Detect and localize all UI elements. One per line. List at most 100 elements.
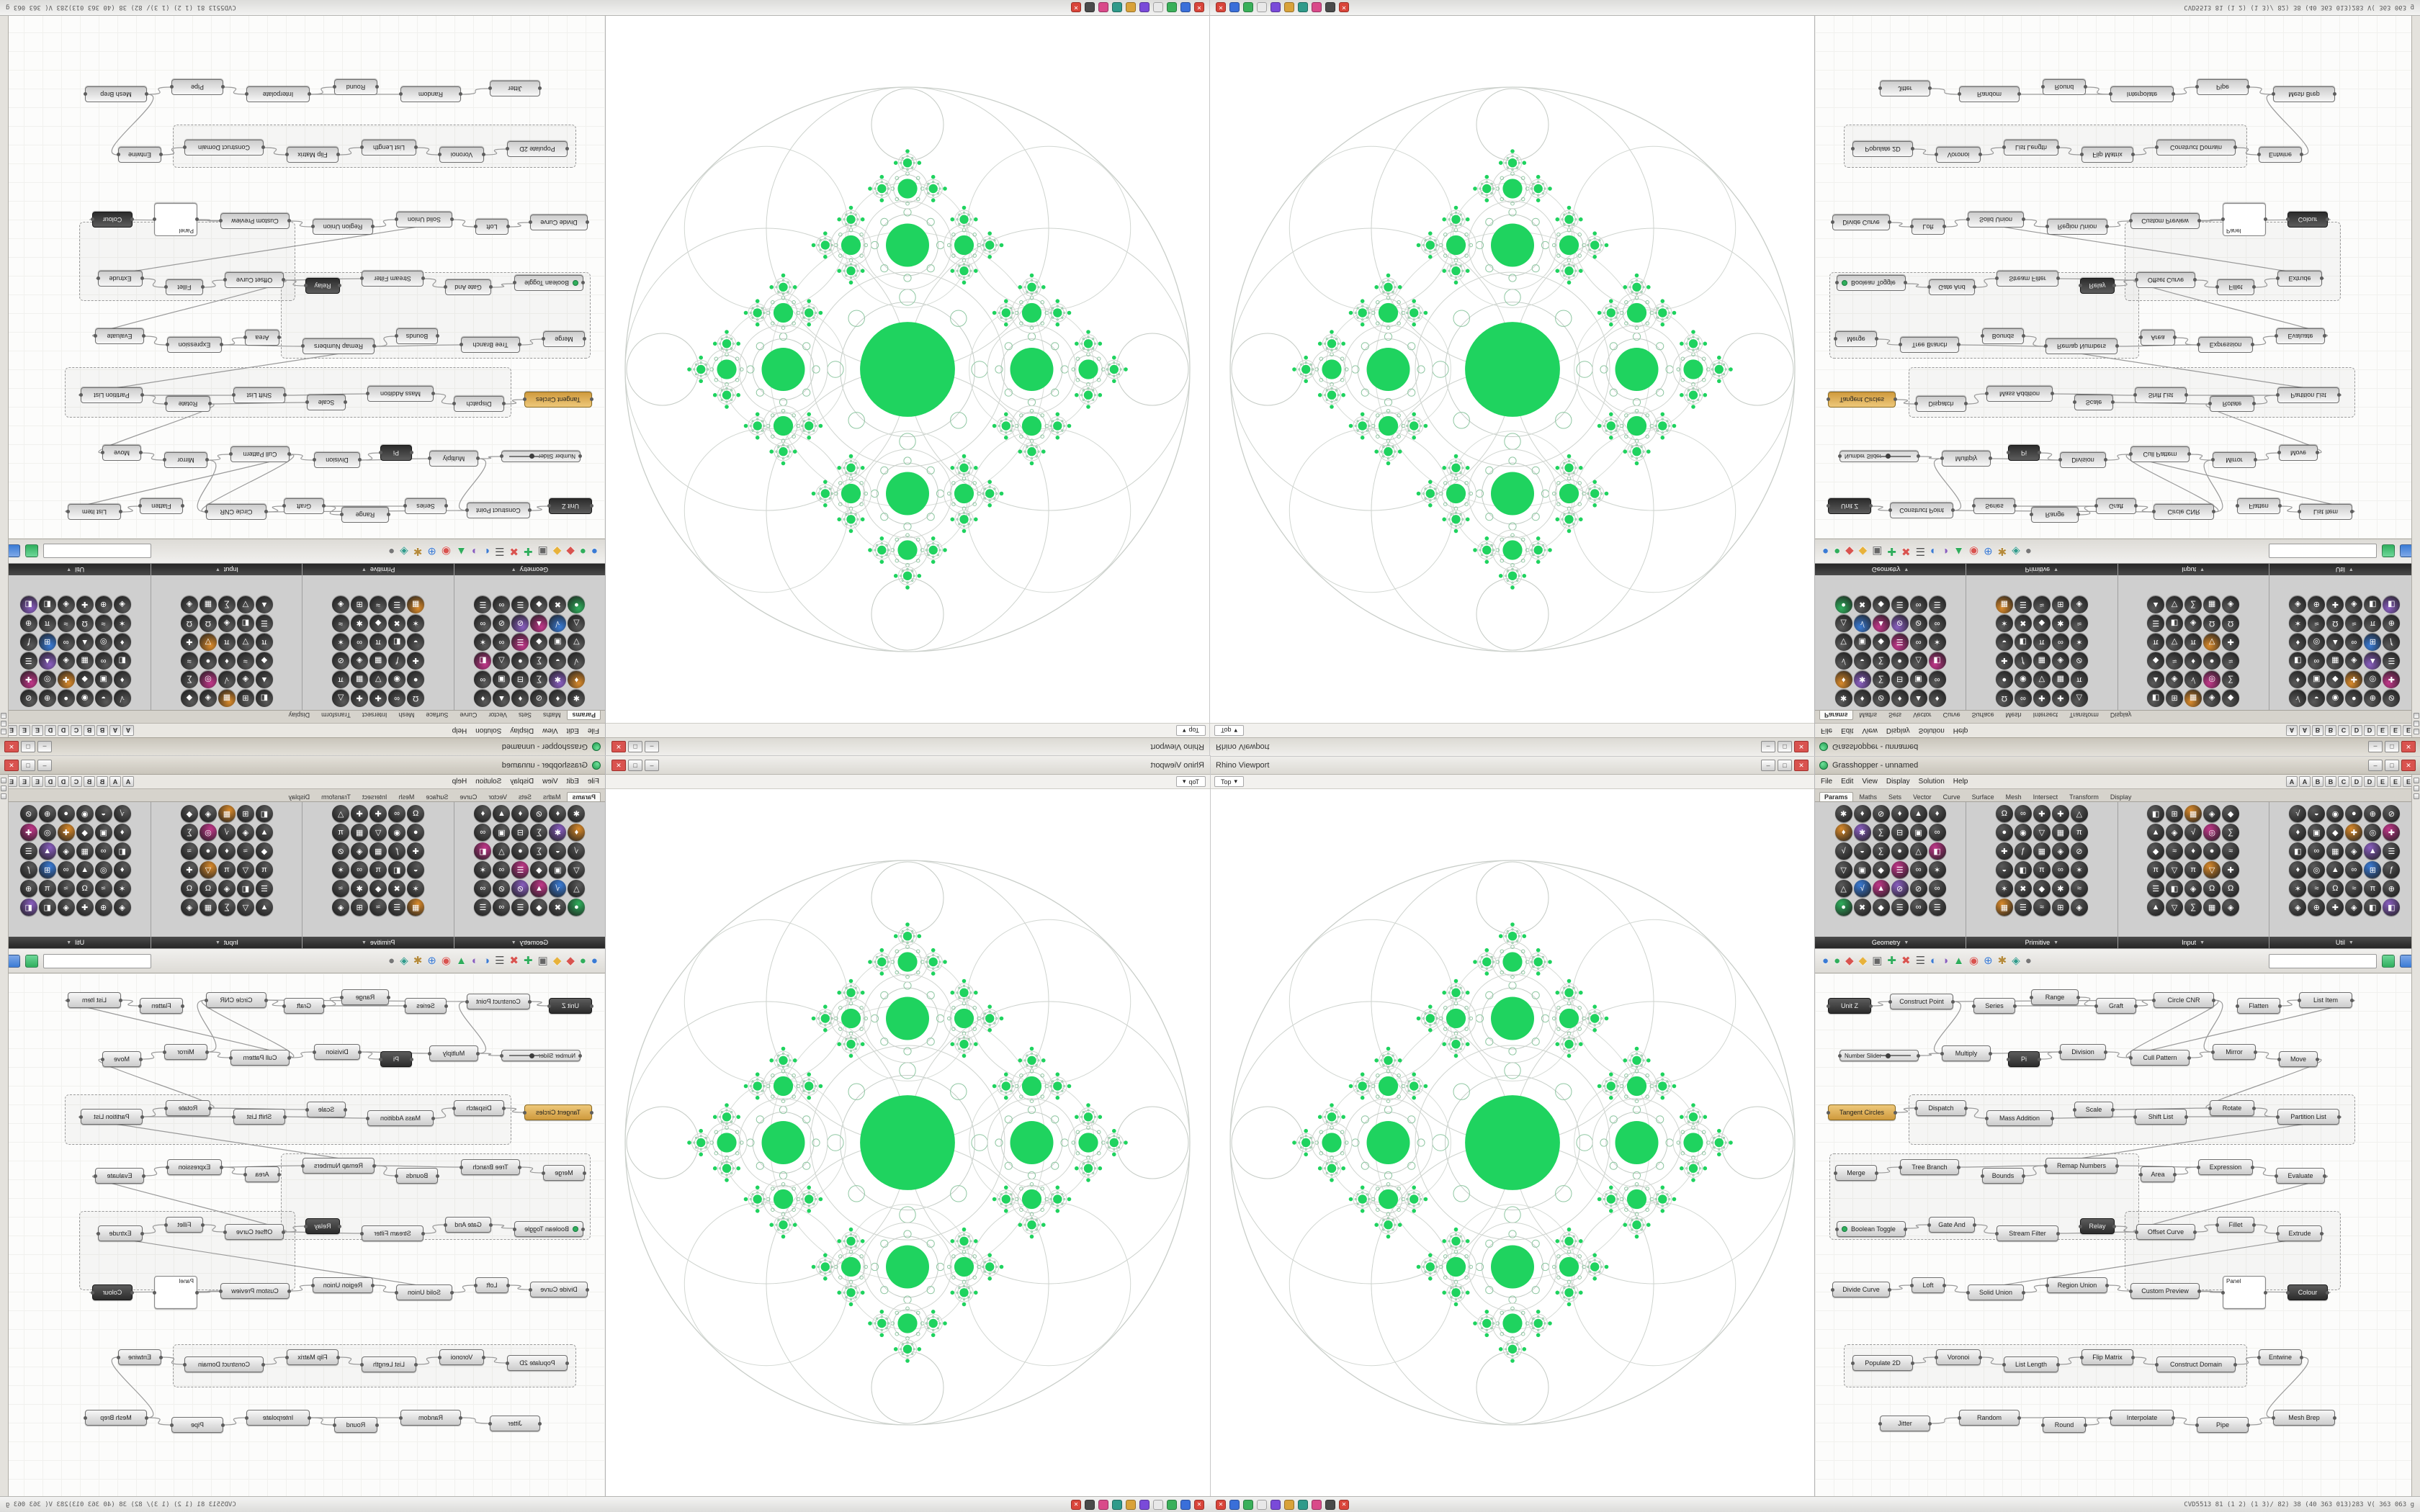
taskbar-app-icon-5[interactable]: [1284, 1499, 1294, 1510]
component-icon[interactable]: ◈: [236, 671, 254, 688]
component-icon[interactable]: ⊞: [2364, 634, 2382, 651]
component-icon[interactable]: ♦: [218, 652, 236, 670]
gh-node-division[interactable]: Division: [2058, 1044, 2107, 1060]
menu-help[interactable]: Help: [452, 726, 467, 734]
gh-node-construct-domain[interactable]: Construct Domain: [184, 140, 264, 156]
component-icon[interactable]: ≈: [369, 596, 387, 613]
component-icon[interactable]: ▦: [369, 842, 387, 860]
component-icon[interactable]: ◎: [2308, 861, 2326, 878]
tab-intersect[interactable]: Intersect: [2033, 711, 2058, 719]
gh-node-expression[interactable]: Expression: [2198, 337, 2253, 353]
gh-close-button[interactable]: ✕: [4, 759, 19, 771]
gh-node-dispatch[interactable]: Dispatch: [1916, 396, 1966, 412]
tab-vector[interactable]: Vector: [1913, 711, 1932, 719]
component-icon[interactable]: ☰: [388, 899, 406, 916]
component-icon[interactable]: ◧: [19, 899, 37, 916]
component-icon[interactable]: ∑: [530, 652, 548, 670]
component-icon[interactable]: △: [2070, 690, 2088, 707]
component-icon[interactable]: ◆: [76, 671, 94, 688]
gh-node-list-item[interactable]: List Item: [2298, 992, 2354, 1008]
toolbar-icon-14[interactable]: ◈: [2012, 545, 2020, 557]
panel-name[interactable]: Geometry ▼: [1815, 564, 1966, 575]
component-icon[interactable]: ∑: [218, 899, 236, 916]
component-icon[interactable]: ◒: [94, 805, 112, 822]
component-icon[interactable]: ♦: [549, 805, 567, 822]
gh-node-custom-preview[interactable]: Custom Preview: [2130, 213, 2200, 229]
component-icon[interactable]: ☰: [474, 899, 492, 916]
component-icon[interactable]: ▲: [2147, 899, 2165, 916]
gh-node-populate-2d[interactable]: Populate 2D: [1852, 141, 1913, 157]
component-icon[interactable]: ▦: [199, 899, 217, 916]
component-icon[interactable]: ●: [2345, 690, 2363, 707]
gh-node-pi[interactable]: Pi: [2007, 1051, 2041, 1067]
letter-tab-a-0[interactable]: A: [2286, 776, 2298, 787]
component-icon[interactable]: ⊕: [2383, 615, 2401, 632]
viewport-maximize-button[interactable]: □: [628, 759, 642, 771]
component-icon[interactable]: ▣: [493, 824, 511, 841]
component-icon[interactable]: Ω: [2222, 615, 2240, 632]
toolbar-icon-2[interactable]: ◆: [566, 955, 575, 967]
gh-node-tangent-circles[interactable]: Tangent Circles: [524, 392, 592, 408]
component-icon[interactable]: ▲: [530, 880, 548, 897]
component-icon[interactable]: ●: [57, 690, 75, 707]
component-icon[interactable]: ●: [199, 842, 217, 860]
component-icon[interactable]: ◈: [2203, 805, 2221, 822]
edge-button[interactable]: [2413, 713, 2419, 719]
component-icon[interactable]: ∞: [2051, 861, 2069, 878]
component-icon[interactable]: ◆: [369, 615, 387, 632]
component-icon[interactable]: ●: [407, 824, 425, 841]
tab-params[interactable]: Params: [567, 792, 601, 801]
gh-node-custom-preview[interactable]: Custom Preview: [2129, 1283, 2201, 1299]
component-icon[interactable]: ◉: [76, 805, 94, 822]
component-icon[interactable]: ✱: [568, 690, 586, 707]
component-icon[interactable]: √: [549, 880, 567, 897]
gh-node-pi[interactable]: Pi: [380, 1051, 412, 1067]
letter-tab-a-0[interactable]: A: [2286, 725, 2298, 736]
tab-curve[interactable]: Curve: [460, 793, 478, 801]
gh-node-mirror[interactable]: Mirror: [164, 452, 207, 468]
component-icon[interactable]: ♦: [1891, 690, 1909, 707]
panel-name[interactable]: Input ▼: [2118, 937, 2269, 948]
search-input[interactable]: [43, 953, 151, 968]
component-icon[interactable]: ▲: [255, 671, 273, 688]
component-icon[interactable]: ☰: [255, 615, 273, 632]
gh-node-solid-union[interactable]: Solid Union: [396, 212, 452, 228]
menu-file[interactable]: File: [1821, 726, 1833, 734]
component-icon[interactable]: ◉: [76, 690, 94, 707]
component-icon[interactable]: ☰: [19, 652, 37, 670]
gh-node-scale[interactable]: Scale: [2074, 395, 2113, 410]
edge-button[interactable]: [1, 713, 7, 719]
toolbar-icon-3[interactable]: ◆: [1858, 545, 1868, 557]
toolbar-icon-15[interactable]: ●: [2025, 955, 2032, 967]
gh-node-colour[interactable]: Colour: [92, 212, 133, 228]
component-icon[interactable]: ▽: [1834, 634, 1852, 651]
gh-node-cull-pattern[interactable]: Cull Pattern: [230, 446, 290, 462]
component-icon[interactable]: ✱: [549, 824, 567, 841]
component-icon[interactable]: ◈: [332, 596, 350, 613]
gh-node-division[interactable]: Division: [2060, 452, 2106, 468]
component-icon[interactable]: √: [568, 842, 586, 860]
panel-name[interactable]: Util ▼: [0, 937, 151, 948]
component-icon[interactable]: ⊟: [511, 824, 529, 841]
component-icon[interactable]: π: [255, 634, 273, 651]
component-icon[interactable]: ⊟: [511, 671, 529, 688]
gh-node-panel[interactable]: Panel: [154, 1276, 197, 1309]
component-icon[interactable]: ∞: [474, 671, 492, 688]
component-icon[interactable]: ◧: [113, 842, 131, 860]
gh-node-division[interactable]: Division: [314, 1044, 360, 1060]
taskbar-app-icon-4[interactable]: [1270, 1499, 1281, 1510]
viewport-maximize-button[interactable]: □: [628, 741, 642, 753]
component-icon[interactable]: ▦: [199, 596, 217, 613]
component-icon[interactable]: ≈: [94, 880, 112, 897]
component-icon[interactable]: △: [332, 805, 350, 822]
component-icon[interactable]: ♦: [1891, 805, 1909, 822]
component-icon[interactable]: ⊘: [2383, 690, 2401, 707]
component-icon[interactable]: ▲: [2364, 652, 2382, 670]
component-icon[interactable]: π: [38, 615, 56, 632]
gh-node-partition-list[interactable]: Partition List: [2277, 387, 2339, 403]
toolbar-icon-12[interactable]: ⊕: [1984, 545, 1993, 557]
gh-node-round[interactable]: Round: [334, 79, 377, 95]
component-icon[interactable]: ◈: [57, 899, 75, 916]
gh-node-move[interactable]: Move: [2277, 1051, 2319, 1067]
gh-node-merge[interactable]: Merge: [1835, 331, 1877, 347]
